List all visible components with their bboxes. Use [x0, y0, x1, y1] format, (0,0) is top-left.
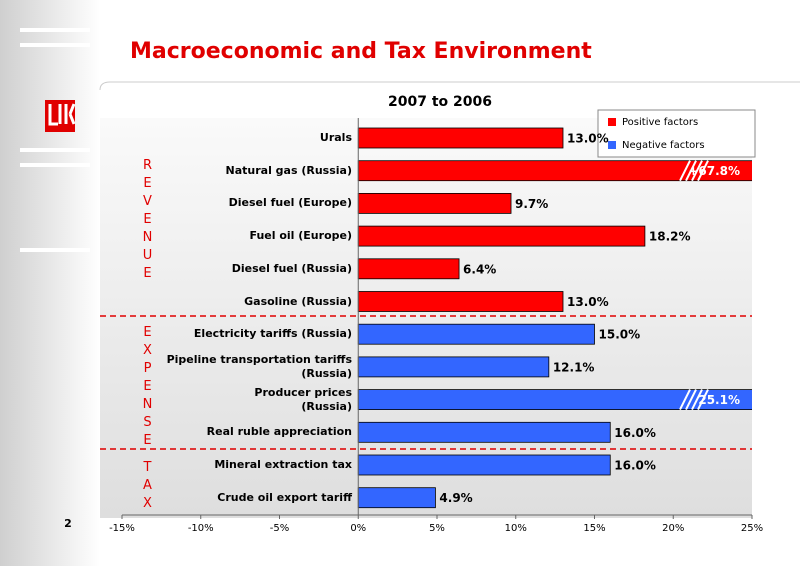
x-tick-label: 0% — [350, 523, 366, 534]
x-tick-label: -10% — [188, 523, 214, 534]
legend-swatch — [608, 141, 616, 149]
group-label: REVENUE — [140, 158, 155, 284]
logo-mark — [48, 103, 76, 126]
break-mark — [691, 389, 703, 411]
bar — [357, 421, 611, 443]
value-label: 16.0% — [614, 426, 656, 440]
bar — [357, 258, 460, 280]
value-label: 13.0% — [567, 132, 609, 146]
value-label: 12.1% — [553, 360, 595, 374]
x-tick-label: 25% — [741, 523, 763, 534]
category-label: Electricity tariffs (Russia) — [193, 327, 352, 341]
value-label: 18.2% — [649, 230, 691, 244]
plot-area — [100, 118, 752, 518]
x-tick-label: 15% — [583, 523, 605, 534]
chart-title: 2007 to 2006 — [388, 94, 492, 110]
legend — [597, 109, 756, 158]
break-mark — [679, 160, 691, 182]
category-label: Gasoline (Russia) — [244, 294, 352, 308]
category-label: Natural gas (Russia) — [225, 163, 352, 177]
value-label: 16.0% — [614, 459, 656, 473]
header-rule — [99, 81, 800, 91]
bar — [357, 225, 646, 247]
break-mark — [685, 389, 697, 411]
value-label: 15.0% — [599, 328, 641, 342]
break-mark — [697, 160, 709, 182]
bar — [357, 487, 436, 509]
category-label: Fuel oil (Europe) — [249, 229, 352, 243]
side-decor — [0, 0, 100, 566]
x-tick-label: -15% — [109, 523, 135, 534]
value-label: +67.8% — [688, 164, 740, 178]
bar — [357, 356, 550, 378]
group-label: TAX — [140, 460, 155, 514]
legend-swatch — [608, 118, 616, 126]
category-label: Crude oil export tariff — [217, 490, 352, 504]
bar — [357, 192, 512, 214]
category-label: Real ruble appreciation — [206, 425, 352, 439]
break-mark — [691, 160, 703, 182]
value-label: 4.9% — [439, 491, 472, 505]
value-label: 9.7% — [515, 197, 548, 211]
x-tick-label: 5% — [429, 523, 445, 534]
bar — [357, 454, 611, 476]
break-mark — [697, 389, 709, 411]
bar — [357, 323, 595, 345]
slide-title: Macroeconomic and Tax Environment — [130, 39, 592, 64]
group-label: EXPENSE — [140, 325, 155, 451]
x-tick-label: 10% — [505, 523, 527, 534]
stripes — [20, 28, 90, 252]
bar — [357, 291, 564, 312]
category-label: Diesel fuel (Russia) — [231, 261, 352, 275]
value-label: 13.0% — [567, 295, 609, 309]
break-mark — [679, 389, 691, 411]
category-label: Diesel fuel (Europe) — [228, 196, 352, 210]
x-tick-label: -5% — [270, 523, 289, 534]
category-label: Urals — [319, 131, 352, 144]
bar — [357, 127, 564, 149]
legend-label: Positive factors — [622, 117, 698, 128]
value-label: 6.4% — [463, 262, 496, 276]
value-label: 25.1% — [698, 393, 740, 407]
x-tick-label: 20% — [662, 523, 684, 534]
break-mark — [685, 160, 697, 182]
slide-number: 2 — [64, 517, 72, 530]
category-label: Pipeline transportation tariffs (Russia) — [166, 352, 352, 380]
legend-label: Negative factors — [622, 140, 705, 151]
category-label: Mineral extraction tax — [214, 458, 352, 471]
category-label: Producer prices (Russia) — [254, 385, 352, 413]
